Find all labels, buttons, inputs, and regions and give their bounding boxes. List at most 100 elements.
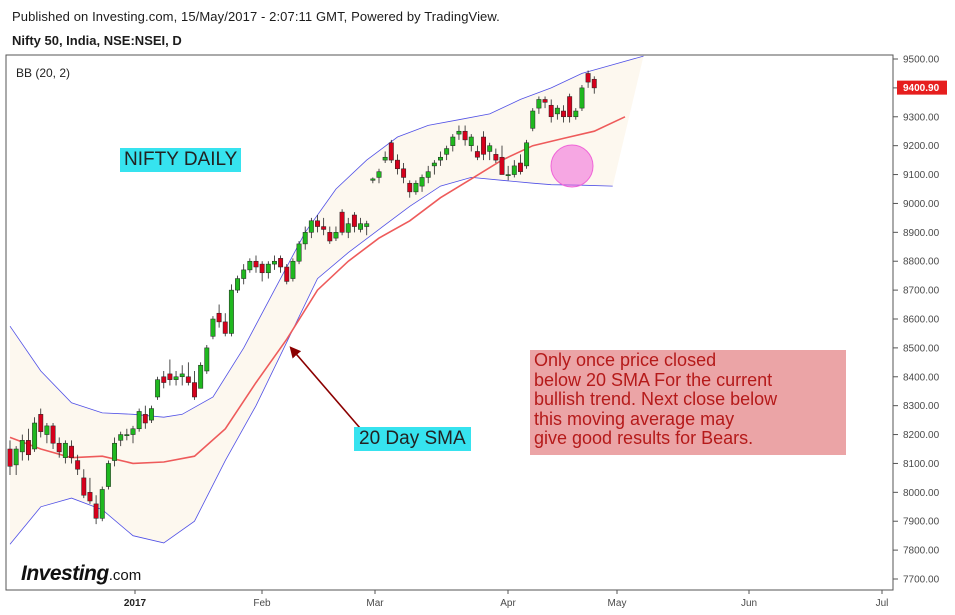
candle <box>382 156 388 161</box>
candle <box>499 156 505 175</box>
candle <box>105 463 111 487</box>
candle <box>136 411 142 430</box>
candle <box>308 220 314 233</box>
y-tick-label: 8300.00 <box>903 401 940 412</box>
y-tick-label: 8000.00 <box>903 488 940 499</box>
x-tick-label: 2017 <box>124 598 147 609</box>
candle <box>364 223 370 227</box>
candle <box>579 87 585 109</box>
candle <box>235 278 241 291</box>
y-tick-label: 8700.00 <box>903 286 940 297</box>
candle <box>487 145 493 152</box>
x-tick-label: Mar <box>366 598 384 609</box>
candle <box>69 445 74 458</box>
y-tick-label: 7700.00 <box>903 575 940 586</box>
candle <box>118 434 124 441</box>
candle <box>536 99 542 109</box>
highlight-circle <box>550 144 594 188</box>
candle <box>13 448 19 466</box>
candle <box>401 168 407 178</box>
candle <box>216 312 222 323</box>
candle <box>395 159 400 170</box>
y-tick-label: 8800.00 <box>903 257 940 268</box>
candle <box>130 428 136 435</box>
candle <box>87 492 93 502</box>
candle <box>333 232 339 239</box>
candle <box>315 220 320 227</box>
candle <box>210 318 216 337</box>
sma-label: 20 Day SMA <box>354 427 471 451</box>
candle <box>345 223 351 233</box>
candle <box>112 442 117 461</box>
candle <box>38 414 44 432</box>
candle <box>26 440 31 456</box>
symbol-title: Nifty 50, India, NSE:NSEI, D <box>12 33 182 48</box>
candle <box>198 364 204 389</box>
candle <box>493 154 499 161</box>
candle <box>149 408 154 421</box>
candle <box>241 269 247 279</box>
candle <box>573 110 579 118</box>
plot-frame <box>5 54 894 591</box>
candle <box>351 214 357 227</box>
candle <box>444 148 450 155</box>
candle <box>185 376 191 383</box>
candle <box>302 232 308 245</box>
candle <box>124 434 130 437</box>
candle <box>19 440 25 453</box>
candle <box>358 223 364 230</box>
candle <box>50 425 56 444</box>
candle <box>413 182 419 193</box>
candle <box>204 347 210 372</box>
candle <box>481 136 487 155</box>
candle <box>339 211 345 233</box>
candle <box>456 130 462 135</box>
candle <box>272 260 277 265</box>
x-tick-label: Jun <box>741 598 757 609</box>
y-tick-label: 8400.00 <box>903 372 940 383</box>
candle <box>425 171 431 178</box>
candle <box>167 373 173 380</box>
candle <box>290 260 296 279</box>
lower-band-line <box>9 176 613 545</box>
candle <box>548 104 554 118</box>
candle <box>44 425 50 435</box>
last-price-box <box>897 80 947 95</box>
candle <box>321 226 327 230</box>
candle <box>56 442 62 453</box>
y-tick-label: 9000.00 <box>903 199 940 210</box>
candle <box>438 156 443 161</box>
candle <box>228 289 234 334</box>
y-tick-label: 8100.00 <box>903 459 940 470</box>
candle <box>155 379 161 398</box>
candle <box>474 151 480 158</box>
candle <box>327 232 333 242</box>
candle <box>32 422 38 450</box>
note-box: Only once price closed below 20 SMA For … <box>530 350 846 455</box>
nifty-daily-label: NIFTY DAILY <box>120 148 242 172</box>
candle <box>419 177 425 187</box>
candle <box>265 263 271 274</box>
candle <box>431 162 437 167</box>
candle <box>7 448 13 467</box>
candle <box>511 165 517 175</box>
published-info: Published on Investing.com, 15/May/2017 … <box>12 9 500 24</box>
candle <box>284 266 290 282</box>
arrow-to-sma <box>289 346 361 429</box>
indicator-label: BB (20, 2) <box>16 66 70 80</box>
y-tick-label: 7800.00 <box>903 546 940 557</box>
candle <box>376 171 382 178</box>
upper-band-line <box>9 55 644 418</box>
candle <box>518 162 523 172</box>
candle <box>253 260 259 268</box>
y-tick-label: 7900.00 <box>903 517 940 528</box>
candle <box>259 263 265 274</box>
investing-logo: Investing.com <box>21 562 142 585</box>
candle <box>173 376 179 380</box>
candle <box>407 182 413 193</box>
candle <box>222 321 228 334</box>
x-tick-label: Feb <box>253 598 271 609</box>
y-tick-label: 9100.00 <box>903 170 940 181</box>
y-tick-label: 9200.00 <box>903 141 940 152</box>
